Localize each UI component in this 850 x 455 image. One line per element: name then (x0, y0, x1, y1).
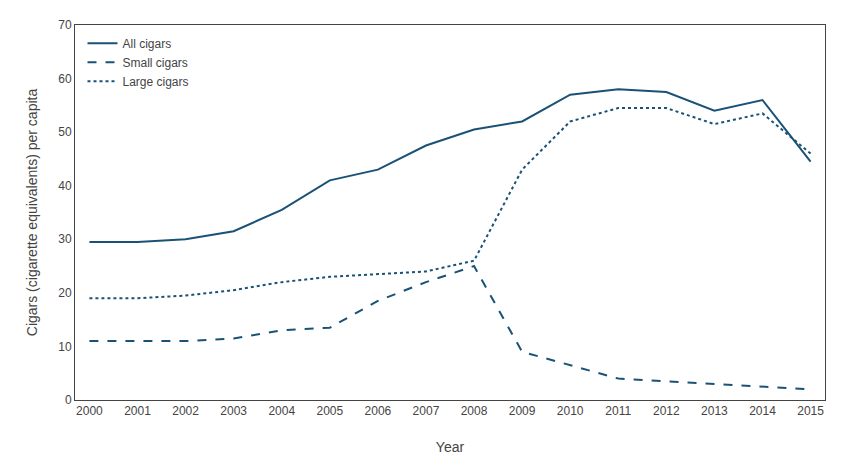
svg-text:2009: 2009 (509, 404, 536, 418)
svg-text:50: 50 (58, 125, 72, 139)
svg-text:2005: 2005 (316, 404, 343, 418)
svg-text:Year: Year (436, 439, 465, 455)
svg-text:2004: 2004 (268, 404, 295, 418)
svg-text:2015: 2015 (797, 404, 824, 418)
svg-text:20: 20 (58, 286, 72, 300)
svg-text:Small cigars: Small cigars (123, 56, 188, 70)
svg-text:2014: 2014 (749, 404, 776, 418)
svg-text:2010: 2010 (557, 404, 584, 418)
svg-text:2003: 2003 (220, 404, 247, 418)
svg-text:2000: 2000 (76, 404, 103, 418)
svg-text:2008: 2008 (461, 404, 488, 418)
svg-text:All cigars: All cigars (123, 37, 172, 51)
svg-text:60: 60 (58, 72, 72, 86)
svg-text:Large cigars: Large cigars (123, 75, 189, 89)
svg-text:70: 70 (58, 18, 72, 32)
svg-text:2013: 2013 (701, 404, 728, 418)
svg-text:2007: 2007 (413, 404, 440, 418)
svg-text:0: 0 (65, 393, 72, 407)
svg-text:2006: 2006 (365, 404, 392, 418)
svg-text:2012: 2012 (653, 404, 680, 418)
svg-text:40: 40 (58, 179, 72, 193)
svg-text:2011: 2011 (605, 404, 631, 418)
svg-text:2002: 2002 (172, 404, 199, 418)
svg-text:30: 30 (58, 232, 72, 246)
svg-text:10: 10 (58, 340, 72, 354)
svg-text:Cigars (cigarette equivalents): Cigars (cigarette equivalents) per capit… (24, 89, 40, 337)
svg-text:2001: 2001 (124, 404, 151, 418)
